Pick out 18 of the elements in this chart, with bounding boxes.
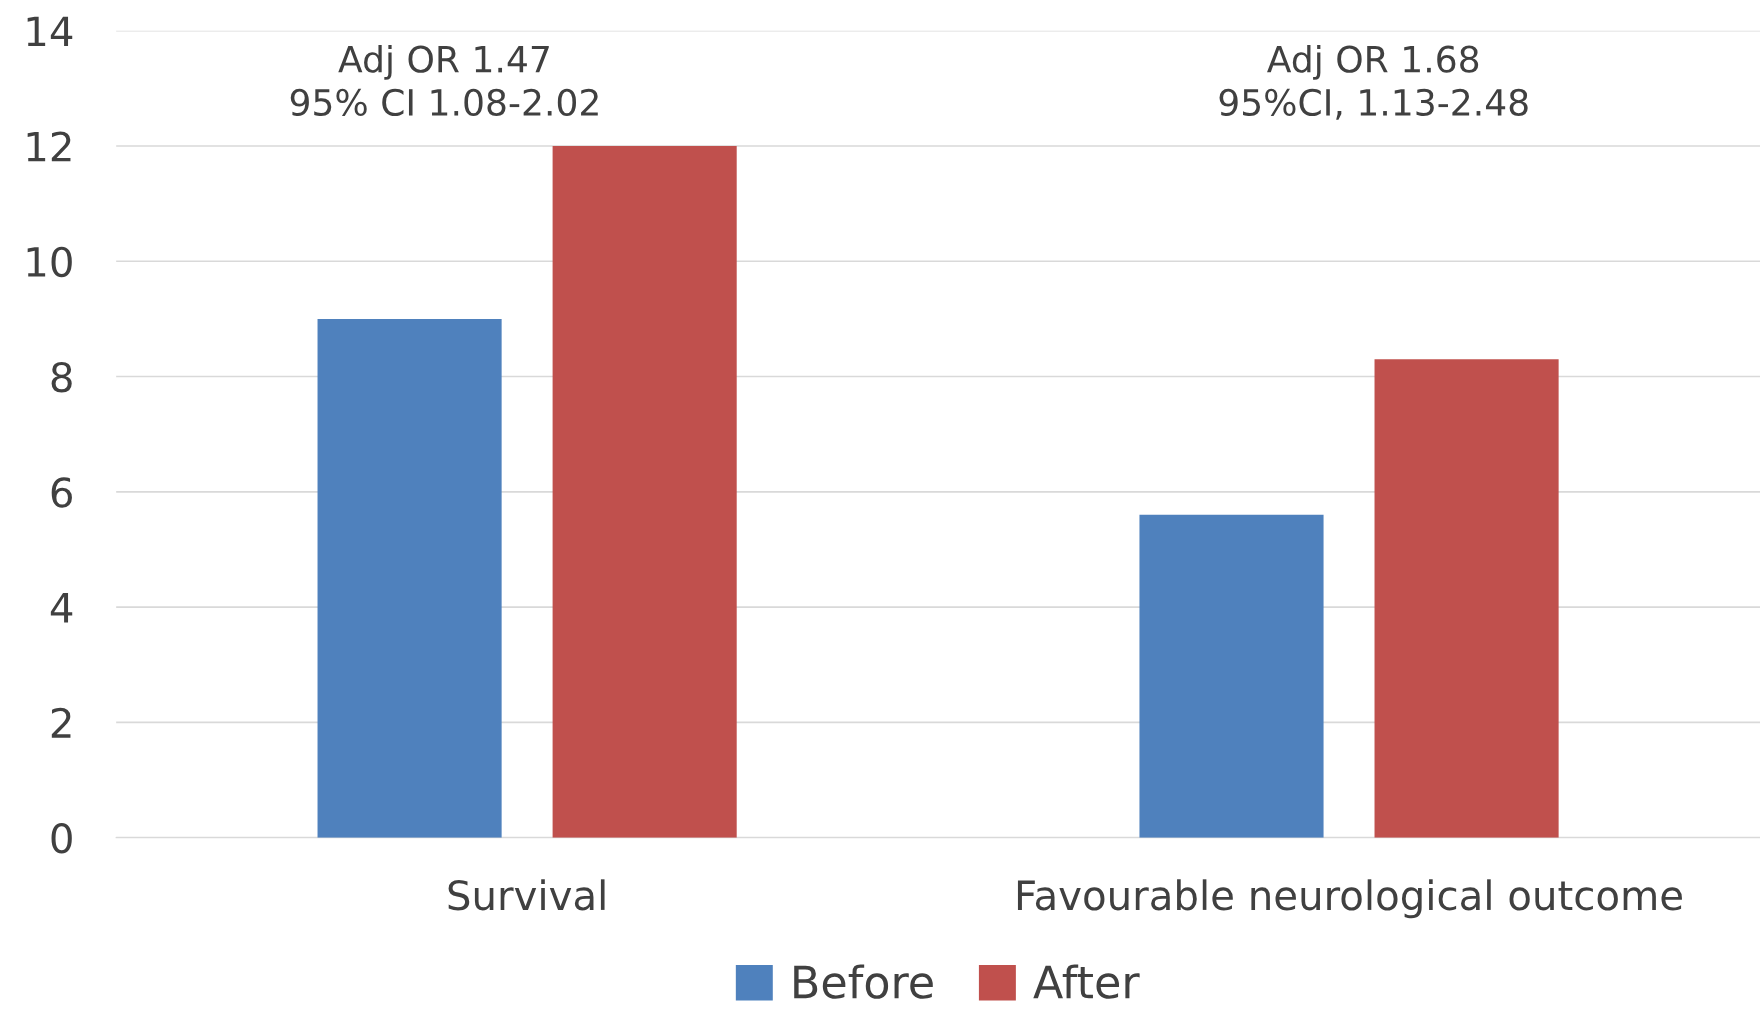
legend-label: After: [1033, 964, 1140, 999]
y-tick-label: 4: [50, 593, 73, 623]
y-tick-label: 8: [51, 361, 72, 393]
x-tick-label: Survival: [448, 879, 605, 911]
y-tick-label: 2: [51, 707, 71, 738]
y-tick-label: 6: [51, 477, 72, 508]
bar: [552, 145, 737, 838]
x-tick-label: Favourable neurological outcome: [1017, 879, 1682, 919]
annotation: Adj OR 1.47 95% CI 1.08-2.02: [290, 44, 598, 117]
y-tick-label: 12: [27, 131, 71, 162]
annotation: Adj OR 1.68 95%CI, 1.13-2.48: [1219, 44, 1528, 120]
y-tick-label: 0: [51, 823, 72, 854]
bar: [317, 318, 502, 838]
y-tick-label: 10: [27, 246, 72, 278]
bar: [1139, 514, 1324, 838]
bar: [1374, 359, 1559, 838]
legend-label: Before: [794, 964, 933, 999]
y-tick-label: 14: [27, 16, 73, 47]
